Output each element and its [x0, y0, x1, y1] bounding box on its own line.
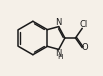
Text: N: N [55, 18, 62, 27]
Text: Cl: Cl [79, 20, 87, 29]
Text: O: O [82, 43, 88, 52]
Text: N: N [55, 49, 62, 58]
Text: H: H [58, 54, 63, 60]
